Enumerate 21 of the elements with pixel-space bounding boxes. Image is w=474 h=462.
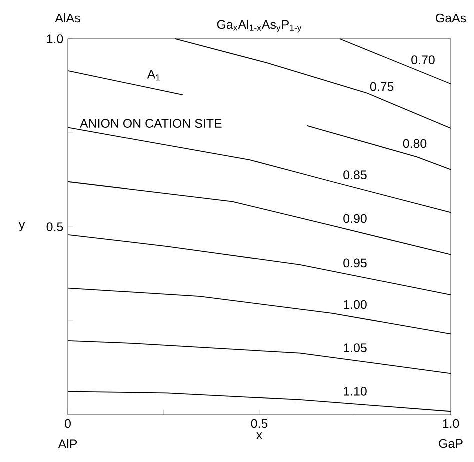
x-tick-label: 0 <box>65 419 71 428</box>
x-tick-label: 0.5 <box>251 419 268 428</box>
series-label: 0.80 <box>403 139 427 148</box>
x-axis-title: x <box>256 432 262 440</box>
text: AlP <box>58 439 78 448</box>
chart-title: Ga$_{x}$Al$_{1-x}$As$_{y}$P$_{1-y}$ <box>217 20 302 33</box>
series-label: A$_{1}$ <box>147 70 160 81</box>
series-label: 0.85 <box>344 170 367 180</box>
y-axis-title: y <box>18 222 26 232</box>
series-label: 1.00 <box>344 300 367 310</box>
text: GaP <box>439 439 463 448</box>
series-label: 1.05 <box>344 344 367 352</box>
text: GaAs <box>436 14 466 23</box>
series-label: 0.70 <box>412 56 435 64</box>
x-tick-label: 1.0 <box>443 419 460 428</box>
series-label: 0.75 <box>370 82 394 92</box>
annotation: ANION ON CATION SITE <box>80 119 222 128</box>
text: AlAs <box>55 13 80 23</box>
series-label: 0.90 <box>344 214 367 224</box>
series-label: 1.10 <box>344 387 367 396</box>
series-label: 0.95 <box>344 258 367 268</box>
